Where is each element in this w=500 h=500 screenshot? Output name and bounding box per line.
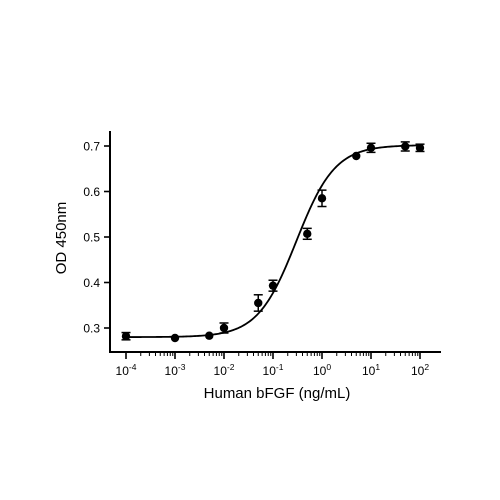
data-point xyxy=(415,143,425,153)
y-axis-label: OD 450nm xyxy=(53,202,70,275)
data-point-marker xyxy=(415,143,425,153)
data-point-marker xyxy=(170,333,180,343)
fit-curve-layer xyxy=(126,144,421,338)
data-point xyxy=(317,189,327,208)
fit-curve xyxy=(126,144,421,338)
x-axis-label: Human bFGF (ng/mL) xyxy=(204,385,351,402)
y-tick-label: 0.5 xyxy=(83,231,100,245)
data-point xyxy=(268,279,278,292)
data-point-marker xyxy=(352,151,361,161)
axes: 0.3 0.4 0.5 0.6 0.7 10-4 10-3 10-2 10-1 100 101 102 xyxy=(83,131,441,378)
x-tick-label: 101 xyxy=(362,362,380,378)
data-point-marker xyxy=(219,323,229,333)
x-tick-label: 102 xyxy=(411,362,429,378)
data-point xyxy=(121,331,131,341)
data-point-marker xyxy=(303,229,312,239)
data-point-marker xyxy=(254,298,263,308)
y-tick-label: 0.6 xyxy=(83,185,100,199)
data-point xyxy=(253,294,263,312)
y-tick-label: 0.4 xyxy=(83,276,100,290)
data-point xyxy=(400,141,410,152)
x-tick-label: 10-1 xyxy=(263,362,284,378)
data-point xyxy=(205,331,214,340)
data-point-marker xyxy=(317,194,327,203)
y-tick-label: 0.3 xyxy=(83,322,100,336)
data-point-marker xyxy=(121,331,131,341)
x-tick-label: 100 xyxy=(313,362,331,378)
data-point xyxy=(170,333,180,343)
data-point xyxy=(302,227,312,241)
data-point-marker xyxy=(205,331,214,340)
data-point-marker xyxy=(401,142,410,151)
data-point xyxy=(366,142,376,154)
data-point xyxy=(219,322,229,334)
x-tick-label: 10-4 xyxy=(116,362,137,378)
data-point-marker xyxy=(366,143,376,153)
data-point-marker xyxy=(268,281,278,290)
y-tick-label: 0.7 xyxy=(83,140,100,154)
x-tick-label: 10-2 xyxy=(214,362,235,378)
data-point xyxy=(352,151,361,161)
x-tick-label: 10-3 xyxy=(165,362,186,378)
data-points-layer xyxy=(121,141,425,343)
